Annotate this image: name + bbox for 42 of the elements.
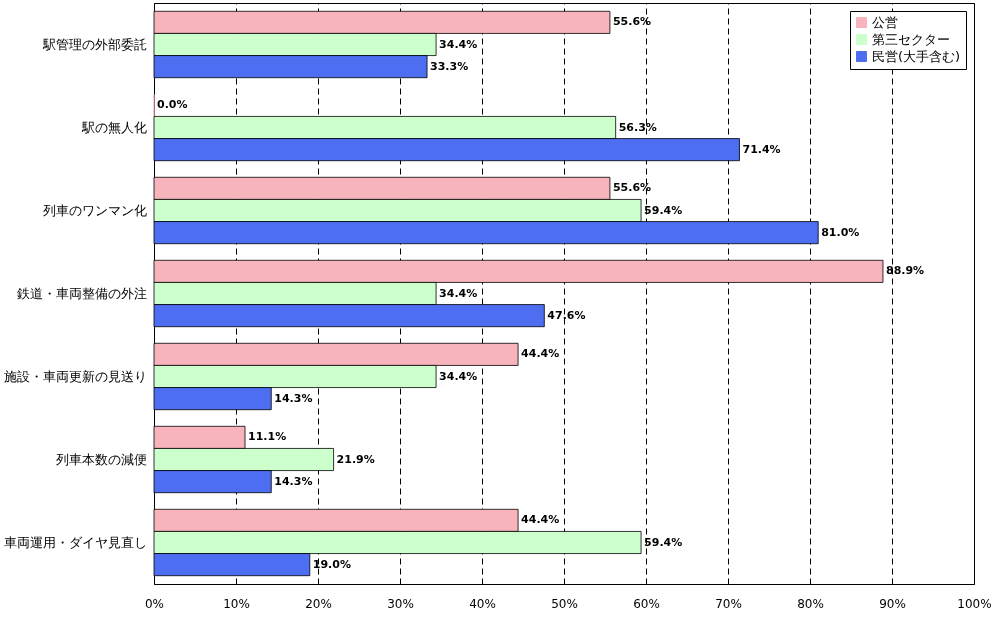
data-label: 59.4% (644, 203, 683, 217)
data-label: 47.6% (547, 308, 586, 322)
data-label: 55.6% (612, 181, 652, 195)
y-tick-label: 施設・車両更新の見送り (3, 368, 147, 384)
data-label: 34.4% (439, 286, 478, 300)
data-label: 14.3% (274, 391, 313, 405)
y-tick-label: 車両運用・ダイヤ見直し (3, 534, 147, 550)
y-tick-label: 列車のワンマン化 (42, 202, 147, 218)
x-tick-label: 90% (879, 596, 906, 611)
data-label: 44.4% (521, 347, 560, 361)
data-label: 21.9% (336, 452, 375, 466)
y-tick-label: 列車本数の減便 (55, 451, 147, 467)
data-label: 0.0% (157, 98, 188, 112)
x-tick-label: 30% (387, 596, 414, 611)
x-tick-label: 100% (957, 596, 992, 611)
data-label: 34.4% (439, 37, 478, 51)
x-tick-label: 70% (715, 596, 742, 611)
x-tick-label: 80% (797, 596, 824, 611)
y-tick-label: 鉄道・車両整備の外注 (16, 285, 147, 301)
legend-label: 第三セクター (872, 31, 950, 47)
data-label: 59.4% (644, 535, 683, 549)
y-tick-label: 駅の無人化 (80, 119, 147, 135)
data-label: 55.6% (612, 15, 652, 29)
data-label: 71.4% (742, 142, 781, 156)
data-label: 33.3% (430, 59, 469, 73)
y-tick-label: 駅管理の外部委託 (41, 36, 147, 52)
data-label: 44.4% (521, 513, 560, 527)
data-label: 19.0% (312, 557, 351, 571)
data-label: 81.0% (821, 225, 860, 239)
data-label: 34.4% (439, 369, 478, 383)
x-tick-label: 50% (551, 596, 578, 611)
x-tick-label: 40% (469, 596, 496, 611)
data-label: 56.3% (618, 120, 657, 134)
legend-label: 民営(大手含む) (872, 48, 961, 64)
data-label: 14.3% (274, 474, 313, 488)
x-tick-label: 20% (305, 596, 332, 611)
x-tick-label: 10% (223, 596, 250, 611)
data-label: 88.9% (885, 264, 925, 278)
data-label: 11.1% (248, 430, 287, 444)
legend-label: 公営 (872, 14, 898, 30)
x-tick-label: 0% (144, 596, 165, 611)
x-tick-label: 60% (633, 596, 660, 611)
